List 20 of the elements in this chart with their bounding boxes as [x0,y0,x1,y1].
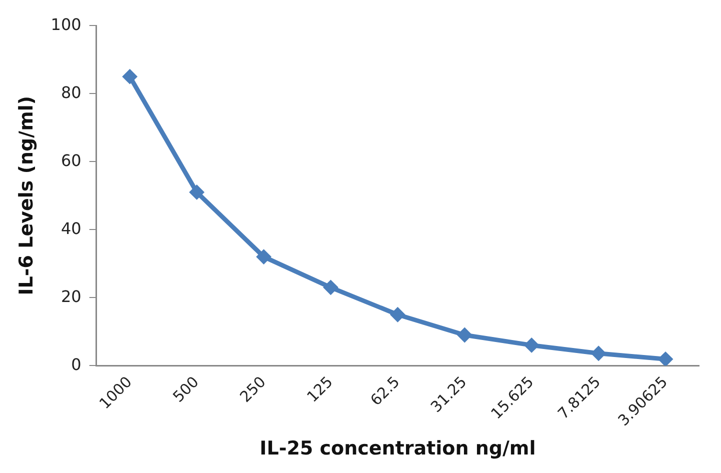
x-tick-label: 125 [303,372,336,406]
y-tick-label: 100 [50,14,82,34]
point [189,184,204,200]
point [524,338,540,353]
y-tick-label: 0 [71,354,82,374]
point [390,307,406,322]
x-axis-title: IL-25 concentration ng/ml [260,438,536,460]
y-tick-label: 80 [60,82,82,102]
point [122,69,138,84]
y-tick-label: 60 [60,150,82,170]
x-tick-label: 500 [169,372,202,406]
y-tick-label: 40 [60,218,82,238]
x-tick-label: 250 [236,372,270,406]
y-tick-label: 20 [60,286,82,306]
point [323,280,338,295]
point [457,328,472,343]
point [256,249,272,264]
point [591,346,606,361]
point [658,352,674,366]
y-axis-title: IL-6 Levels (ng/ml) [15,96,38,296]
